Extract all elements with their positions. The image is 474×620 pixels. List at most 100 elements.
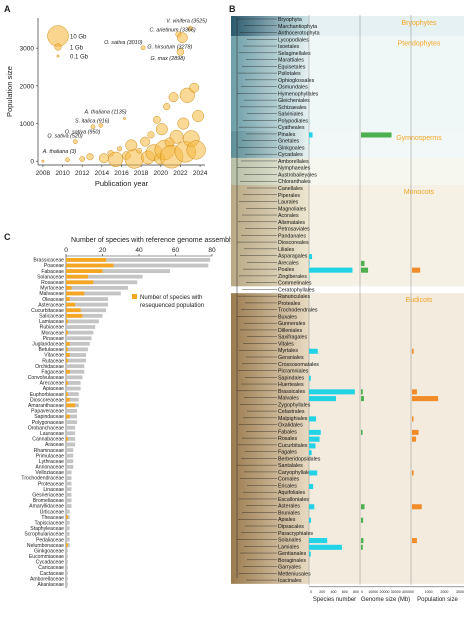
family-label: Amborellaceae bbox=[30, 576, 64, 582]
reseq-bar bbox=[66, 381, 68, 385]
point-annotation: O. sativa (950) bbox=[65, 129, 101, 135]
data-point bbox=[186, 140, 206, 160]
total-bar bbox=[66, 436, 76, 441]
order-label: Zingiberales bbox=[278, 274, 307, 280]
x-tick-label: 2014 bbox=[95, 170, 110, 177]
total-bar bbox=[66, 425, 76, 430]
order-label: Rosales bbox=[278, 436, 297, 442]
genome-bar bbox=[361, 132, 392, 138]
family-label: Lythraceae bbox=[39, 459, 64, 465]
species-bar bbox=[309, 132, 313, 138]
point-annotation: O. sativa (3010) bbox=[104, 40, 143, 46]
total-bar bbox=[66, 397, 79, 402]
order-label: Trochodendrales bbox=[278, 308, 318, 314]
reseq-bar bbox=[66, 353, 70, 357]
order-label: Ginkgoales bbox=[278, 145, 305, 151]
clade-band bbox=[231, 157, 309, 185]
clade-label: Bryophytes bbox=[401, 20, 437, 27]
reseq-bar bbox=[66, 543, 68, 548]
family-label: Araceae bbox=[45, 442, 64, 448]
family-label: Solanaceae bbox=[37, 274, 64, 280]
total-bar bbox=[66, 414, 77, 419]
panel-letter-c: C bbox=[4, 232, 11, 242]
family-label: Myrtaceae bbox=[40, 286, 64, 292]
order-label: Boraginales bbox=[278, 558, 306, 564]
order-label: Commelinales bbox=[278, 281, 312, 287]
family-label: Brassicaceae bbox=[33, 258, 64, 264]
total-bar bbox=[66, 325, 96, 329]
species-tick-label: 800 bbox=[353, 590, 359, 594]
y-tick-label: 2000 bbox=[20, 83, 35, 90]
clade-band bbox=[231, 36, 309, 131]
x-tick-label: 2020 bbox=[154, 170, 169, 177]
order-label: Vitales bbox=[278, 341, 294, 347]
family-label: Trochodendraceae bbox=[21, 476, 64, 482]
family-label: Theaceae bbox=[41, 515, 64, 521]
total-bar bbox=[66, 258, 211, 262]
reseq-bar bbox=[66, 392, 68, 397]
population-bar bbox=[412, 348, 414, 354]
family-label: Asteraceae bbox=[38, 302, 64, 308]
family-label: Cycadaceae bbox=[36, 560, 64, 566]
species-bar bbox=[309, 375, 311, 381]
family-label: Primulaceae bbox=[36, 453, 64, 459]
reseq-bar bbox=[66, 515, 68, 520]
data-point bbox=[136, 147, 142, 154]
population-tick-label: 0 bbox=[412, 590, 414, 594]
order-label: Pinales bbox=[278, 132, 296, 138]
reseq-bar bbox=[66, 397, 70, 402]
family-label: Velloziaceae bbox=[35, 470, 64, 476]
family-label: Akaniaceae bbox=[37, 582, 64, 588]
order-label: Osmundales bbox=[278, 85, 308, 91]
legend-label: 10 Gb bbox=[70, 35, 87, 41]
family-label: Linaceae bbox=[43, 487, 64, 493]
total-bar bbox=[66, 509, 70, 514]
reseq-bar bbox=[66, 280, 94, 285]
data-point bbox=[116, 146, 123, 152]
order-label: Gleicheniales bbox=[278, 98, 310, 104]
population-bar bbox=[412, 538, 417, 544]
total-bar bbox=[66, 504, 72, 508]
order-label: Marattiales bbox=[278, 58, 304, 64]
total-bar bbox=[66, 571, 68, 576]
family-label: Rubiaceae bbox=[40, 325, 65, 331]
data-point bbox=[169, 129, 184, 144]
order-label: Gentianales bbox=[278, 551, 307, 557]
total-bar bbox=[66, 297, 108, 301]
species-bar bbox=[309, 260, 310, 266]
panel-letter-b: B bbox=[229, 4, 236, 14]
order-label: Celastrales bbox=[278, 409, 305, 415]
species-bar bbox=[309, 416, 317, 422]
total-bar bbox=[66, 565, 68, 570]
data-point bbox=[163, 103, 171, 111]
legend-label: 1 Gb bbox=[70, 46, 84, 52]
total-bar bbox=[66, 576, 68, 581]
reseq-bar bbox=[66, 302, 76, 307]
order-label: Cyatheales bbox=[278, 125, 305, 131]
order-label: Hymenophyllales bbox=[278, 91, 319, 97]
order-label: Sapindales bbox=[278, 375, 305, 381]
population-bar bbox=[412, 470, 414, 476]
order-label: Proteales bbox=[278, 301, 301, 307]
order-label: Fabales bbox=[278, 429, 297, 435]
species-tick-label: 400 bbox=[331, 590, 337, 594]
legend-swatch bbox=[132, 294, 137, 299]
order-label: Dilleniales bbox=[278, 328, 302, 334]
order-label: Cucurbitales bbox=[278, 443, 308, 449]
family-label: Staphyleaceae bbox=[30, 526, 64, 532]
reseq-bar bbox=[66, 436, 68, 441]
reseq-bar bbox=[66, 308, 81, 313]
genome-bar bbox=[361, 538, 364, 544]
species-bar bbox=[309, 450, 312, 456]
species-bar bbox=[309, 551, 311, 557]
species-tick-label: 200 bbox=[319, 590, 325, 594]
order-label: Poales bbox=[278, 267, 295, 273]
data-point bbox=[90, 124, 96, 130]
total-bar bbox=[66, 520, 70, 525]
family-label: Orchidaceae bbox=[35, 364, 64, 370]
total-bar bbox=[66, 532, 70, 536]
total-bar bbox=[66, 381, 81, 385]
family-label: Dioscoreaceae bbox=[30, 397, 64, 403]
family-label: Nelumbonaceae bbox=[27, 543, 64, 549]
order-label: Brassicales bbox=[278, 389, 305, 395]
